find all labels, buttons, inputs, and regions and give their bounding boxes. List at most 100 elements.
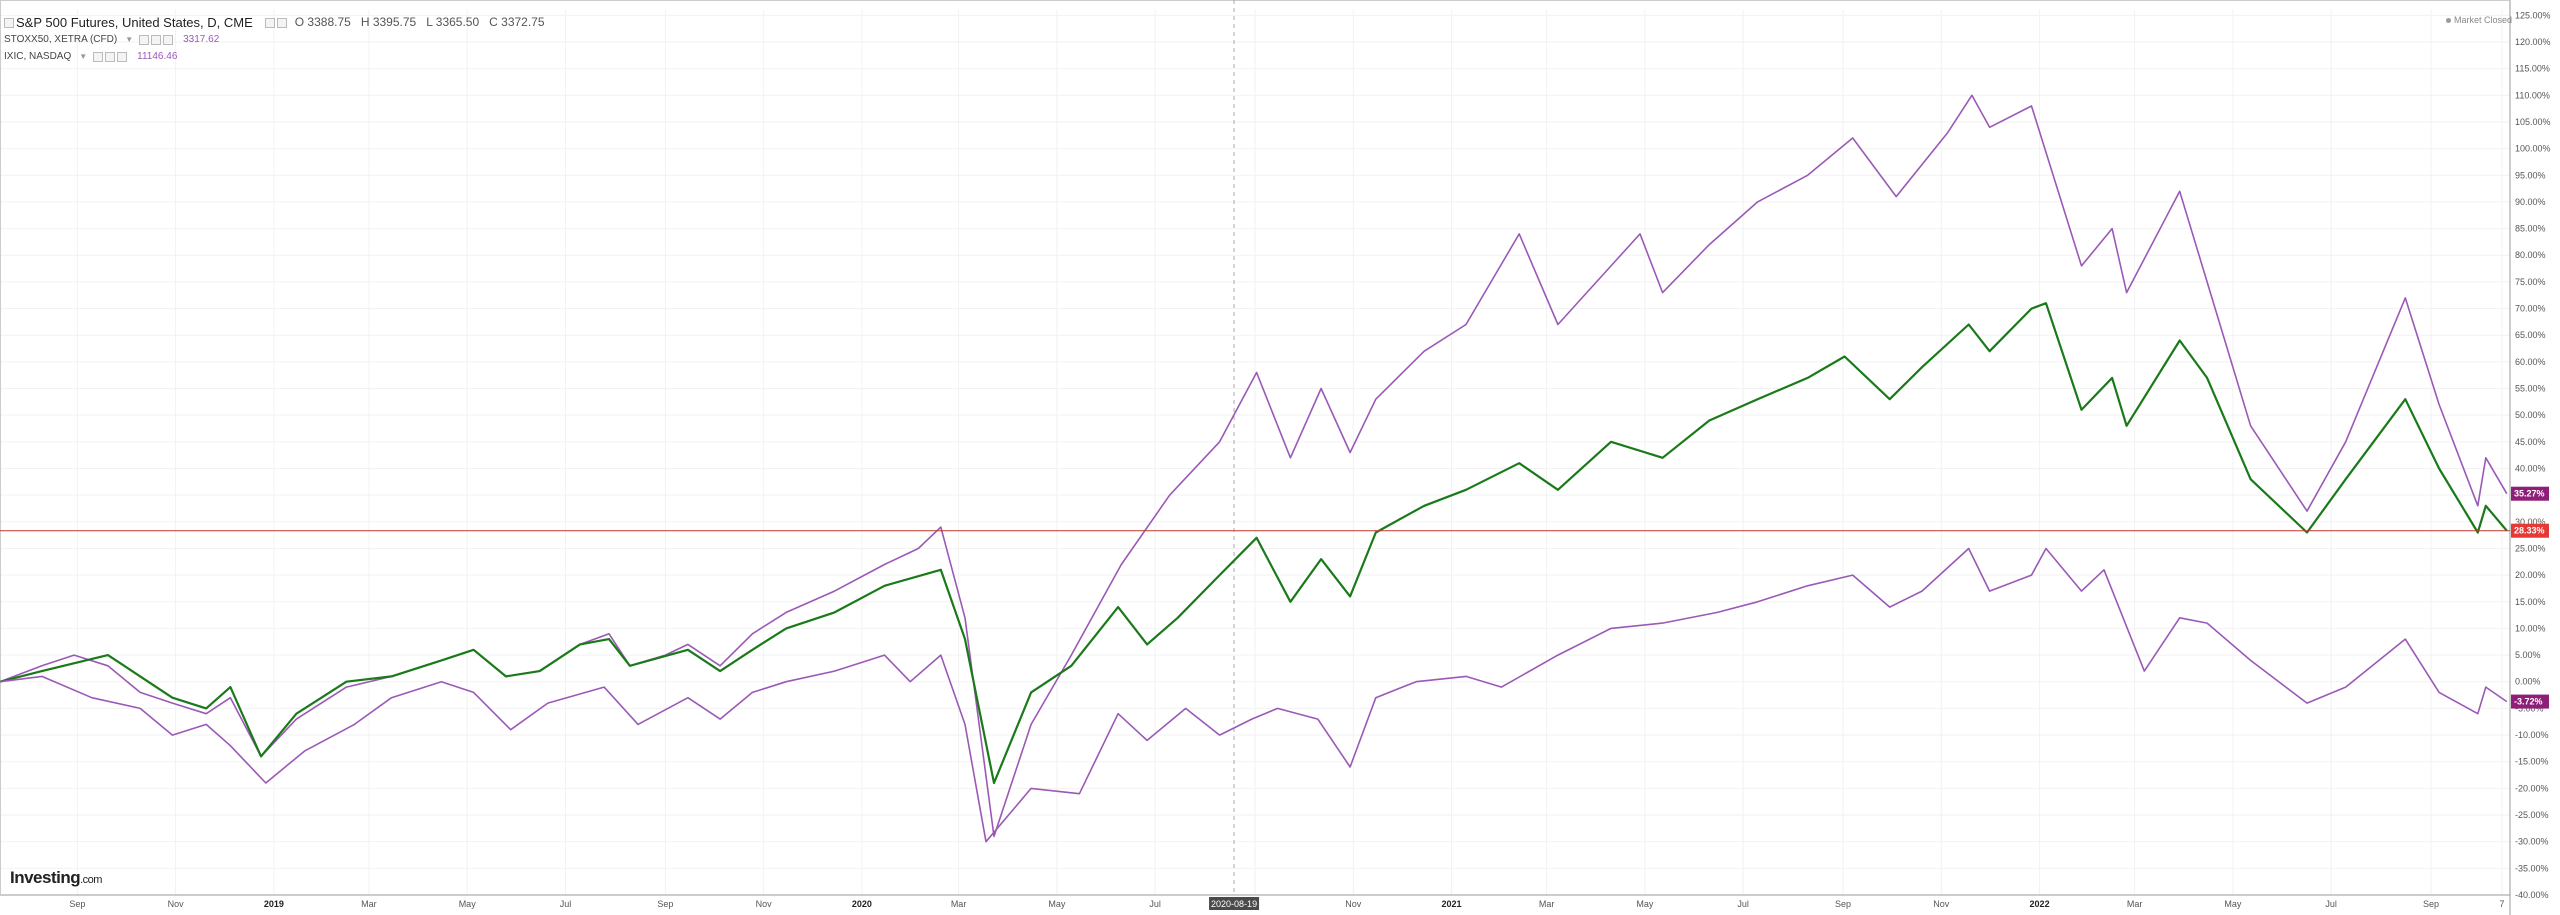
collapse-icon[interactable] bbox=[4, 17, 14, 28]
last-value-label: -3.72% bbox=[2514, 697, 2543, 707]
y-tick-label: -25.00% bbox=[2515, 810, 2549, 820]
x-tick-label: Jul bbox=[560, 899, 572, 909]
y-tick-label: 20.00% bbox=[2515, 570, 2546, 580]
x-tick-label: May bbox=[1636, 899, 1654, 909]
y-tick-label: 110.00% bbox=[2515, 90, 2550, 100]
series2-value: 3317.62 bbox=[183, 34, 220, 45]
open-value: O 3388.75 bbox=[294, 15, 351, 29]
high-value: H 3395.75 bbox=[360, 15, 417, 29]
x-tick-label: May bbox=[459, 899, 477, 909]
y-tick-label: 120.00% bbox=[2515, 37, 2551, 47]
y-tick-label: 30.00% bbox=[2515, 517, 2546, 527]
y-tick-label: 90.00% bbox=[2515, 197, 2546, 207]
main-series-title: S&P 500 Futures, United States, D, CME bbox=[16, 15, 253, 30]
x-tick-label: Sep bbox=[69, 899, 85, 909]
series2-close-icon[interactable] bbox=[163, 34, 174, 45]
x-tick-label: Nov bbox=[1345, 899, 1362, 909]
x-tick-label: Nov bbox=[756, 899, 773, 909]
y-tick-label: 60.00% bbox=[2515, 357, 2546, 367]
x-tick-label: Nov bbox=[1933, 899, 1950, 909]
last-value-box bbox=[2511, 486, 2549, 501]
investing-logo: Investing.com bbox=[10, 868, 102, 888]
status-dot-icon bbox=[2445, 18, 2451, 24]
last-value-box bbox=[2511, 523, 2549, 538]
crosshair-date-box bbox=[1209, 897, 1260, 910]
x-tick-label: Jul bbox=[2325, 899, 2337, 909]
chevron-down-icon[interactable]: ▼ bbox=[79, 52, 88, 61]
x-tick-label: 2020 bbox=[852, 899, 872, 909]
y-tick-label: 125.00% bbox=[2515, 10, 2551, 20]
x-tick-label: Mar bbox=[361, 899, 377, 909]
series3-close-icon[interactable] bbox=[117, 51, 128, 62]
y-tick-label: 15.00% bbox=[2515, 597, 2546, 607]
y-tick-label: 100.00% bbox=[2515, 144, 2551, 154]
y-tick-label: -10.00% bbox=[2515, 730, 2549, 740]
x-tick-label: 2021 bbox=[1442, 899, 1462, 909]
y-tick-label: 95.00% bbox=[2515, 170, 2546, 180]
logo-domain: .com bbox=[80, 874, 102, 886]
legend-series3-row: IXIC, NASDAQ ▼ 11146.46 bbox=[4, 48, 555, 65]
series2-visibility-icon[interactable] bbox=[139, 34, 150, 45]
y-tick-label: -15.00% bbox=[2515, 757, 2549, 767]
y-tick-label: 80.00% bbox=[2515, 250, 2546, 260]
x-tick-label: Jul bbox=[1737, 899, 1749, 909]
last-value-label: 35.27% bbox=[2514, 489, 2545, 499]
y-tick-label: 105.00% bbox=[2515, 117, 2551, 127]
legend-main-row: S&P 500 Futures, United States, D, CME O… bbox=[4, 14, 555, 31]
y-tick-label: 10.00% bbox=[2515, 623, 2546, 633]
y-tick-label: 115.00% bbox=[2515, 64, 2550, 74]
x-tick-label: Nov bbox=[168, 899, 185, 909]
y-tick-label: 0.00% bbox=[2515, 677, 2541, 687]
series3-visibility-icon[interactable] bbox=[93, 51, 104, 62]
close-value: C 3372.75 bbox=[489, 15, 545, 29]
settings-icon[interactable] bbox=[264, 17, 275, 28]
chart-legend: S&P 500 Futures, United States, D, CME O… bbox=[4, 14, 555, 65]
y-tick-label: 5.00% bbox=[2515, 650, 2541, 660]
y-tick-label: 65.00% bbox=[2515, 330, 2546, 340]
series3-label: IXIC, NASDAQ bbox=[4, 51, 72, 62]
y-tick-label: -35.00% bbox=[2515, 863, 2549, 873]
x-tick-label: Mar bbox=[2127, 899, 2143, 909]
x-tick-label: Jul bbox=[1149, 899, 1161, 909]
x-tick-label: Mar bbox=[951, 899, 967, 909]
last-value-box bbox=[2511, 694, 2549, 709]
x-tick-label: 7 bbox=[2499, 899, 2504, 909]
series3-value: 11146.46 bbox=[137, 51, 178, 62]
series2-label: STOXX50, XETRA (CFD) bbox=[4, 34, 118, 45]
x-tick-label: Sep bbox=[2423, 899, 2439, 909]
x-tick-label: 2022 bbox=[2030, 899, 2050, 909]
y-tick-label: 45.00% bbox=[2515, 437, 2546, 447]
legend-series2-row: STOXX50, XETRA (CFD) ▼ 3317.62 bbox=[4, 31, 555, 48]
series-line-3 bbox=[0, 547, 2508, 843]
market-status-text: Market Closed bbox=[2453, 15, 2512, 25]
low-value: L 3365.50 bbox=[426, 15, 480, 29]
x-tick-label: Mar bbox=[1539, 899, 1555, 909]
crosshair-date-label: 2020-08-19 bbox=[1211, 899, 1257, 909]
series-line-2 bbox=[0, 302, 2508, 785]
x-tick-label: 2019 bbox=[264, 899, 284, 909]
x-tick-label: May bbox=[1048, 899, 1066, 909]
y-tick-label: -20.00% bbox=[2515, 783, 2549, 793]
x-tick-label: Sep bbox=[657, 899, 673, 909]
y-tick-label: -40.00% bbox=[2515, 890, 2549, 900]
y-tick-label: 70.00% bbox=[2515, 304, 2546, 314]
x-tick-label: Sep bbox=[1835, 899, 1851, 909]
y-tick-label: -30.00% bbox=[2515, 837, 2549, 847]
y-tick-label: 50.00% bbox=[2515, 410, 2546, 420]
y-tick-label: 25.00% bbox=[2515, 543, 2546, 553]
y-tick-label: 75.00% bbox=[2515, 277, 2546, 287]
y-tick-label: 85.00% bbox=[2515, 224, 2546, 234]
series2-settings-icon[interactable] bbox=[151, 34, 162, 45]
chevron-down-icon[interactable]: ▼ bbox=[125, 35, 134, 44]
visibility-icon[interactable] bbox=[276, 17, 287, 28]
y-tick-label: 40.00% bbox=[2515, 463, 2546, 473]
logo-text: Investing bbox=[10, 868, 81, 887]
x-tick-label: May bbox=[2224, 899, 2242, 909]
market-status: Market Closed bbox=[2445, 15, 2512, 25]
y-tick-label: 55.00% bbox=[2515, 384, 2546, 394]
series3-settings-icon[interactable] bbox=[105, 51, 116, 62]
series-line-1 bbox=[0, 94, 2508, 838]
last-value-label: 28.33% bbox=[2514, 526, 2545, 536]
